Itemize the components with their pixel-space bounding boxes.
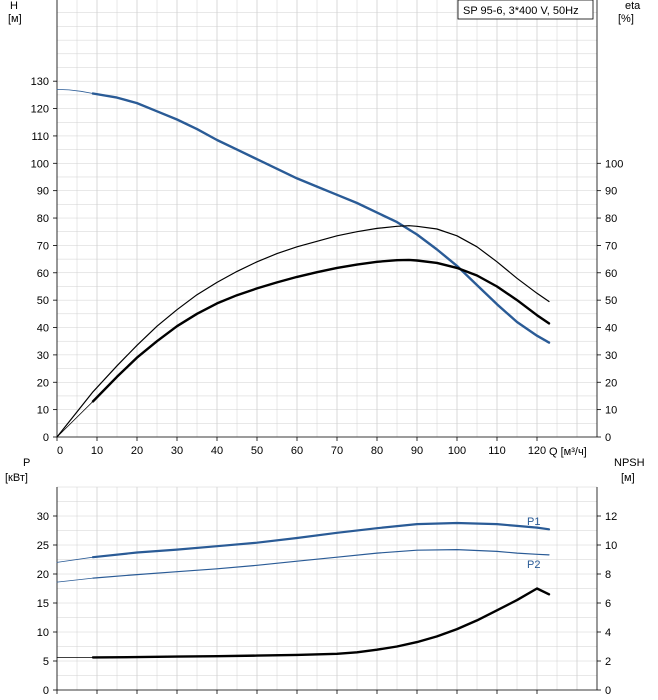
bottom-left-tick-label: 10 — [37, 627, 49, 639]
legend-box: SP 95-6, 3*400 V, 50Hz — [457, 0, 594, 20]
x-tick-label: 80 — [371, 445, 383, 457]
top-grid — [56, 0, 597, 438]
top-right-tick-label: 100 — [605, 158, 623, 170]
x-tick-label: 90 — [411, 445, 423, 457]
bottom-axes: 0 5 10 15 20 25 30 0 2 4 6 8 10 12 — [37, 487, 617, 697]
top-left-axis-label-2: [м] — [8, 13, 22, 25]
bottom-left-tick-label: 15 — [37, 598, 49, 610]
series-line-P2 — [92, 548, 550, 579]
top-right-tick-label: 80 — [605, 213, 617, 225]
bottom-series — [56, 521, 551, 659]
bottom-right-tick-label: 12 — [605, 511, 617, 523]
bottom-left-tick-label: 30 — [37, 511, 49, 523]
series-line-P1-extension — [56, 556, 94, 563]
x-tick-label: 60 — [291, 445, 303, 457]
x-tick-label: 110 — [488, 445, 506, 457]
p1-annotation: P1 — [527, 516, 540, 528]
bottom-right-tick-label: 6 — [605, 598, 611, 610]
bottom-right-axis-label-2: [м] — [621, 472, 635, 484]
x-tick-label: 40 — [211, 445, 223, 457]
top-left-tick-label: 100 — [31, 158, 49, 170]
bottom-left-tick-label: 20 — [37, 569, 49, 581]
x-tick-label: 10 — [91, 445, 103, 457]
top-right-tick-label: 10 — [605, 405, 617, 417]
top-left-tick-label: 0 — [43, 432, 49, 444]
top-right-tick-label: 50 — [605, 295, 617, 307]
bottom-right-tick-label: 0 — [605, 685, 611, 697]
top-left-tick-label: 120 — [31, 104, 49, 116]
series-line-H-extension — [56, 89, 94, 94]
top-left-tick-label: 60 — [37, 268, 49, 280]
x-tick-label: 120 — [528, 445, 546, 457]
series-line-P1 — [91, 521, 551, 559]
series-line-eta-unit — [91, 258, 551, 403]
top-left-tick-label: 10 — [37, 405, 49, 417]
top-left-axis-label-1: H — [10, 0, 18, 12]
bottom-right-axis-label-1: NPSH — [614, 457, 645, 469]
bottom-left-axis-label-1: P — [23, 457, 30, 469]
top-left-tick-label: 90 — [37, 186, 49, 198]
top-right-tick-label: 0 — [605, 432, 611, 444]
top-series — [56, 89, 551, 438]
top-left-tick-label: 40 — [37, 323, 49, 335]
bottom-left-tick-label: 5 — [43, 656, 49, 668]
top-right-axis-label-2: [%] — [618, 13, 634, 25]
x-axis-label: Q [м³/ч] — [549, 446, 587, 458]
x-tick-label: 70 — [331, 445, 343, 457]
p2-annotation: P2 — [527, 559, 540, 571]
top-left-tick-label: 130 — [31, 76, 49, 88]
top-right-tick-label: 20 — [605, 377, 617, 389]
top-left-tick-label: 20 — [37, 377, 49, 389]
top-right-tick-label: 40 — [605, 323, 617, 335]
top-right-axis-label-1: eta — [625, 0, 641, 12]
top-right-tick-label: 70 — [605, 240, 617, 252]
top-left-tick-label: 110 — [31, 131, 49, 143]
x-tick-label: 20 — [131, 445, 143, 457]
bottom-left-tick-label: 0 — [43, 685, 49, 697]
bottom-right-tick-label: 10 — [605, 540, 617, 552]
bottom-right-tick-label: 4 — [605, 627, 611, 639]
series-line-eta — [56, 225, 550, 438]
top-right-tick-label: 30 — [605, 350, 617, 362]
top-left-tick-label: 80 — [37, 213, 49, 225]
top-right-tick-label: 90 — [605, 186, 617, 198]
x-tick-label: 50 — [251, 445, 263, 457]
series-line-NPSH — [91, 587, 551, 659]
top-axes: 0102030405060708090100110120130010203040… — [31, 0, 623, 457]
bottom-grid — [56, 486, 597, 691]
series-line-eta-extension — [56, 400, 94, 438]
top-left-tick-label: 30 — [37, 350, 49, 362]
bottom-right-tick-label: 2 — [605, 656, 611, 668]
series-line-P2-extension — [56, 577, 94, 583]
x-tick-label: 30 — [171, 445, 183, 457]
bottom-left-axis-label-2: [кВт] — [5, 472, 28, 484]
bottom-right-tick-label: 8 — [605, 569, 611, 581]
legend-text: SP 95-6, 3*400 V, 50Hz — [463, 5, 579, 17]
x-tick-label: 0 — [57, 445, 63, 457]
series-line-H — [91, 92, 551, 344]
x-tick-label: 100 — [448, 445, 466, 457]
top-left-tick-label: 70 — [37, 240, 49, 252]
top-right-tick-label: 60 — [605, 268, 617, 280]
top-left-tick-label: 50 — [37, 295, 49, 307]
bottom-left-tick-label: 25 — [37, 540, 49, 552]
